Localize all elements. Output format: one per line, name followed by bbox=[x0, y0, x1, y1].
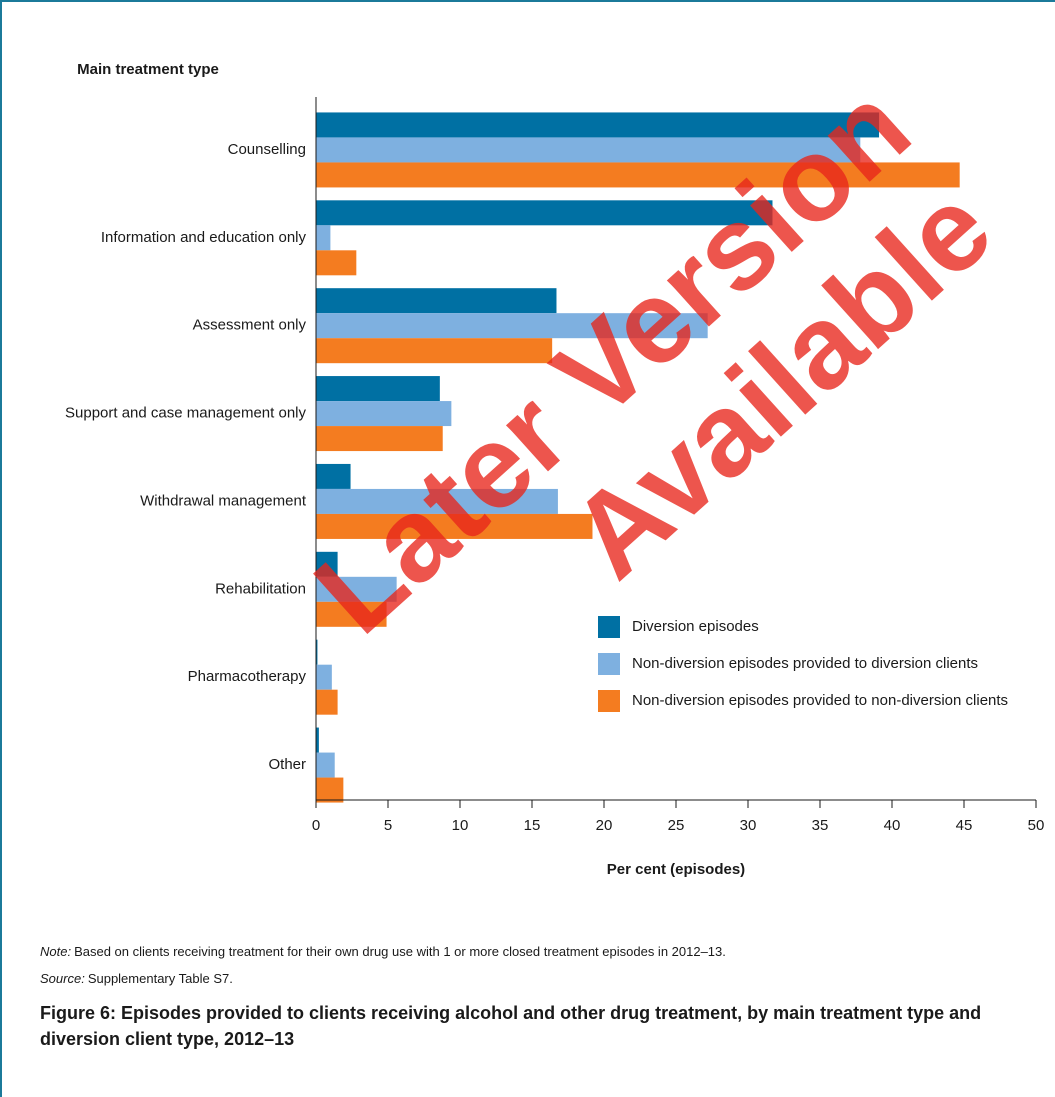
bar bbox=[316, 601, 387, 627]
bar bbox=[316, 200, 773, 226]
bar bbox=[316, 426, 443, 452]
source-label: Source: bbox=[40, 971, 85, 986]
bar bbox=[316, 401, 452, 427]
bar bbox=[316, 689, 338, 715]
y-tick-label: Rehabilitation bbox=[215, 580, 306, 597]
bar bbox=[316, 288, 557, 314]
y-tick-label: Withdrawal management bbox=[140, 492, 307, 509]
legend-swatch bbox=[598, 653, 620, 675]
bar bbox=[316, 137, 861, 163]
y-tick-label: Counselling bbox=[228, 141, 306, 158]
x-axis-title: Per cent (episodes) bbox=[607, 861, 745, 878]
bar bbox=[316, 664, 332, 690]
y-axis-title: Main treatment type bbox=[77, 61, 219, 78]
bar bbox=[316, 338, 553, 364]
x-tick-label: 15 bbox=[524, 817, 541, 834]
note-text: Based on clients receiving treatment for… bbox=[74, 944, 726, 959]
source: Source: Supplementary Table S7. bbox=[40, 971, 233, 986]
bar bbox=[316, 225, 331, 251]
x-tick-label: 20 bbox=[596, 817, 613, 834]
legend-swatch bbox=[598, 616, 620, 638]
x-tick-label: 10 bbox=[452, 817, 469, 834]
bar bbox=[316, 576, 397, 602]
legend-swatch bbox=[598, 690, 620, 712]
y-tick-label: Support and case management only bbox=[65, 405, 306, 422]
x-tick-label: 40 bbox=[884, 817, 901, 834]
x-tick-label: 0 bbox=[312, 817, 320, 834]
bar bbox=[316, 551, 338, 577]
legend-label: Diversion episodes bbox=[632, 618, 759, 635]
x-tick-label: 5 bbox=[384, 817, 392, 834]
legend-label: Non-diversion episodes provided to diver… bbox=[632, 655, 978, 672]
y-tick-label: Assessment only bbox=[193, 317, 307, 334]
bar bbox=[316, 727, 319, 753]
y-tick-label: Information and education only bbox=[101, 229, 307, 246]
bar bbox=[316, 513, 593, 539]
legend-label: Non-diversion episodes provided to non-d… bbox=[632, 692, 1008, 709]
note-label: Note: bbox=[40, 944, 72, 959]
bar bbox=[316, 752, 335, 778]
bar bbox=[316, 488, 558, 514]
y-tick-label: Other bbox=[268, 756, 306, 773]
x-tick-label: 45 bbox=[956, 817, 973, 834]
bar bbox=[316, 463, 351, 489]
x-tick-label: 30 bbox=[740, 817, 757, 834]
x-tick-label: 50 bbox=[1028, 817, 1045, 834]
caption: Figure 6: Episodes provided to clients r… bbox=[40, 1003, 982, 1049]
x-tick-label: 25 bbox=[668, 817, 685, 834]
bar bbox=[316, 376, 440, 402]
bar bbox=[316, 250, 357, 276]
note: Note: Based on clients receiving treatmen… bbox=[40, 944, 726, 959]
source-text: Supplementary Table S7. bbox=[87, 971, 233, 986]
x-tick-label: 35 bbox=[812, 817, 829, 834]
bar bbox=[316, 162, 960, 188]
bar bbox=[316, 639, 318, 665]
y-tick-label: Pharmacotherapy bbox=[188, 668, 307, 685]
bar bbox=[316, 777, 344, 803]
bar bbox=[316, 313, 708, 339]
bar bbox=[316, 112, 880, 138]
